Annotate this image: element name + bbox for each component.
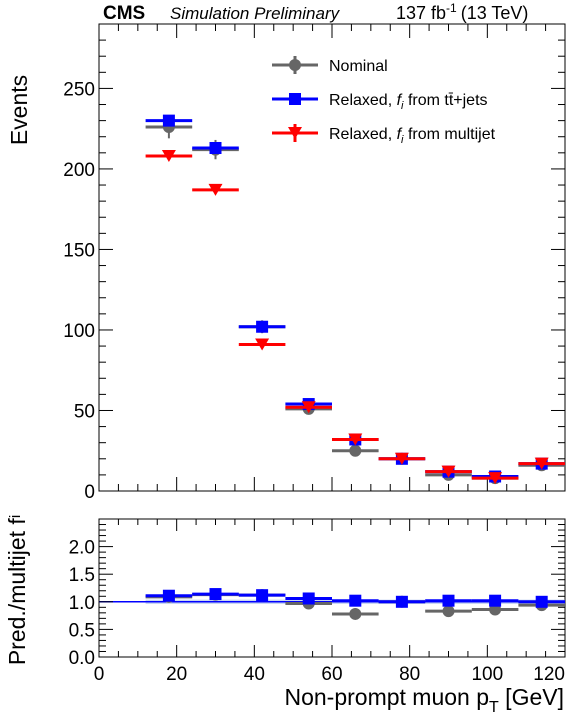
legend-entry-relaxed-tt: Relaxed, fi from tt̄+jets xyxy=(272,92,488,112)
legend-marker-relaxed-mj xyxy=(288,127,302,139)
data-point xyxy=(162,114,175,127)
data-point xyxy=(255,338,270,351)
data-point xyxy=(534,457,549,470)
series-nominal xyxy=(145,115,565,485)
ratio-y-tick-label: 0.5 xyxy=(69,620,95,641)
legend-marker-nominal xyxy=(289,59,301,71)
x-axis-title: Non-prompt muon pT [GeV] xyxy=(284,684,564,716)
top-y-axis: 0 50 100 150 200 250 xyxy=(63,39,565,503)
ratio-y-tick-label: 0.0 xyxy=(69,648,95,669)
ratio-point xyxy=(349,594,362,607)
legend-label-nominal: Nominal xyxy=(329,58,388,75)
data-point xyxy=(209,141,222,154)
top-y-tick-label: 0 xyxy=(84,482,95,503)
ratio-panel: 0.0 0.5 1.0 1.5 2.0 0 20 40 60 80 100 120 Pred./mu… xyxy=(4,515,566,716)
x-tick-label: 0 xyxy=(94,664,105,685)
top-y-tick-label: 100 xyxy=(63,321,95,342)
ratio-y-tick-label: 1.5 xyxy=(69,565,95,586)
series-relaxed-tt xyxy=(145,114,565,483)
legend-label-relaxed-mj: Relaxed, fi from multijet xyxy=(329,126,496,146)
ratio-point xyxy=(162,589,175,602)
energy-label: (13 TeV) xyxy=(461,3,529,23)
legend: Nominal Relaxed, fi from tt̄+jets Relaxe… xyxy=(272,56,496,146)
ratio-point xyxy=(349,607,362,620)
ratio-x-axis: 0 20 40 60 80 100 120 xyxy=(94,519,566,685)
data-point xyxy=(161,150,176,163)
data-point xyxy=(301,401,316,414)
top-y-axis-title: Events xyxy=(6,75,32,145)
top-panel: 0 50 100 150 200 250 Events xyxy=(6,23,566,503)
ratio-y-tick-label: 1.0 xyxy=(69,593,95,614)
data-point xyxy=(256,320,269,333)
x-tick-label: 60 xyxy=(321,664,342,685)
data-point xyxy=(349,444,362,457)
ratio-point xyxy=(395,595,408,608)
data-point xyxy=(441,465,456,478)
x-tick-label: 100 xyxy=(471,664,503,685)
data-point xyxy=(208,183,223,196)
top-series xyxy=(145,114,565,485)
x-tick-label: 40 xyxy=(244,664,265,685)
legend-label-relaxed-tt: Relaxed, fi from tt̄+jets xyxy=(329,92,488,112)
luminosity-value: 137 fb xyxy=(396,3,446,23)
data-point xyxy=(488,472,503,485)
data-point xyxy=(394,452,409,465)
ratio-point xyxy=(209,588,222,601)
top-x-axis-ticks xyxy=(98,24,566,491)
top-y-tick-label: 150 xyxy=(63,240,95,261)
data-point xyxy=(348,433,363,446)
x-tick-label: 20 xyxy=(166,664,187,685)
top-y-tick-label: 200 xyxy=(63,160,95,181)
legend-entry-relaxed-mj: Relaxed, fi from multijet xyxy=(272,124,496,146)
ratio-point xyxy=(442,594,455,607)
luminosity-exponent: -1 xyxy=(446,1,457,15)
ratio-y-tick-label: 2.0 xyxy=(69,538,95,559)
ratio-point xyxy=(256,589,269,602)
legend-entry-nominal: Nominal xyxy=(272,56,388,75)
ratio-series-relaxed-tt xyxy=(145,588,565,608)
top-y-tick-label: 250 xyxy=(63,79,95,100)
top-y-tick-label: 50 xyxy=(74,401,95,422)
x-tick-label: 80 xyxy=(399,664,420,685)
cms-label: CMS xyxy=(103,3,145,24)
ratio-point xyxy=(302,592,315,605)
ratio-plot-frame xyxy=(98,518,566,658)
ratio-point xyxy=(442,605,455,618)
simulation-label: Simulation Preliminary xyxy=(170,4,341,23)
ratio-point xyxy=(535,595,548,608)
x-tick-label: 120 xyxy=(533,664,565,685)
ratio-y-axis: 0.0 0.5 1.0 1.5 2.0 xyxy=(69,524,565,669)
ratio-point xyxy=(489,594,502,607)
ratio-y-axis-title: Pred./multijet fi xyxy=(4,515,30,665)
luminosity-label: 137 fb-1 (13 TeV) xyxy=(396,1,528,23)
series-relaxed-mj xyxy=(145,150,565,485)
legend-marker-relaxed-tt xyxy=(289,93,301,105)
ratio-series xyxy=(145,588,565,620)
